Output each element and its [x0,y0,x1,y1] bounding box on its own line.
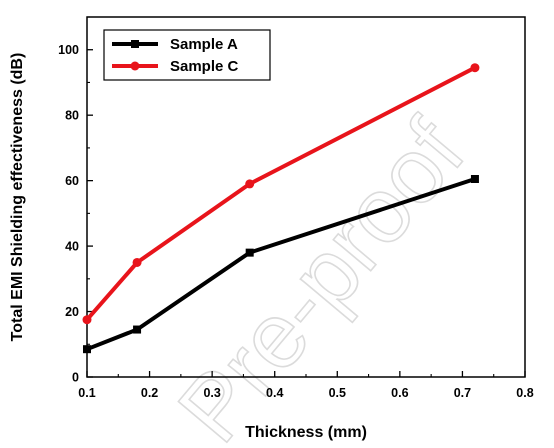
x-tick-label: 0.6 [391,386,408,400]
y-tick-label: 80 [65,109,79,123]
x-tick-label: 0.2 [141,386,158,400]
x-tick-label: 0.7 [454,386,471,400]
x-tick-label: 0.5 [329,386,346,400]
legend-label-1: Sample C [170,58,239,75]
legend-marker-1 [130,61,140,71]
x-tick-label: 0.3 [203,386,220,400]
series-point-1 [245,179,255,189]
y-tick-label: 100 [58,43,79,57]
legend-marker-0 [131,40,139,48]
y-axis-title: Total EMI Shielding effectiveness (dB) [9,53,26,342]
y-tick-label: 40 [65,240,79,254]
series-line-0 [86,177,476,352]
axis-ticks: 0.1 0.2 0.3 0.4 0.5 0.6 0.7 0.8 0 20 40 60 80 100 [58,16,534,400]
series-point-0 [245,248,254,257]
series-point-0 [470,175,479,183]
legend: Sample A Sample C [103,29,271,81]
legend-label-0: Sample A [170,36,238,53]
series-point-1 [82,315,92,325]
x-tick-label: 0.4 [266,386,283,400]
y-tick-label: 60 [65,174,79,188]
series-point-0 [83,345,91,354]
series-point-1 [470,63,480,73]
x-tick-label: 0.8 [516,386,533,400]
legend-box [103,29,271,81]
series-layer [82,63,480,354]
series-point-0 [133,325,142,334]
x-tick-label: 0.1 [78,386,95,400]
x-axis-title: Thickness (mm) [245,424,367,441]
series-point-1 [132,257,142,267]
y-tick-label: 0 [72,371,79,385]
y-tick-label: 20 [65,305,79,319]
series-line-1 [85,65,476,322]
